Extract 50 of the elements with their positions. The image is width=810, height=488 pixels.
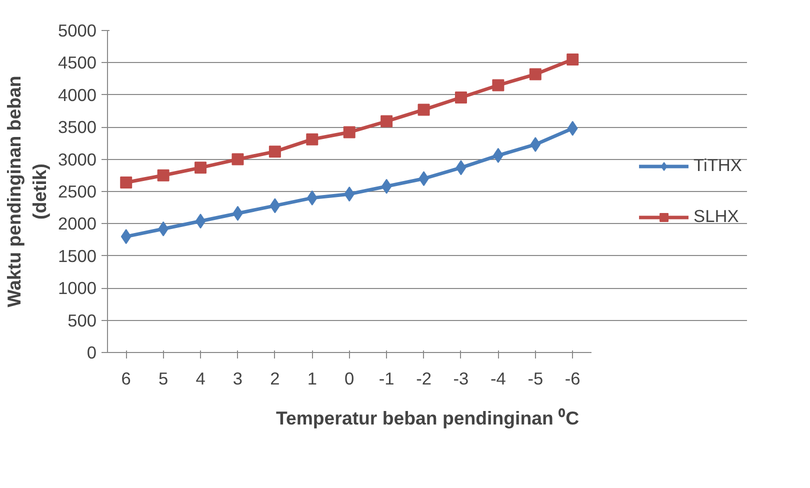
x-tick-label: -6 [564, 368, 580, 388]
point [530, 136, 541, 152]
point [306, 190, 318, 206]
point [566, 53, 579, 66]
y-tick-label: 3000 [58, 149, 97, 170]
point [344, 186, 355, 202]
legend-label: SLHX [694, 206, 739, 227]
x-tick-label: -3 [453, 368, 469, 388]
point [380, 115, 393, 128]
x-tick-label: -4 [490, 368, 506, 388]
point [157, 169, 170, 182]
y-tick-label: 2000 [58, 214, 97, 234]
y-tick-label: 2500 [58, 182, 97, 202]
point [454, 91, 467, 104]
y-tick-label: 4500 [58, 52, 97, 73]
point [456, 160, 466, 176]
point [492, 79, 504, 92]
point [268, 146, 281, 158]
point [381, 178, 392, 194]
x-tick-label: -1 [378, 368, 394, 388]
x-tick-label: 3 [232, 368, 243, 388]
x-tick-label: 2 [270, 368, 280, 388]
point [195, 214, 206, 229]
point [418, 104, 430, 116]
x-tick-label: -2 [416, 368, 432, 388]
y-tick-label: 1000 [58, 278, 97, 298]
y-tick-label: 4000 [58, 84, 97, 105]
x-tick-label: 0 [344, 368, 354, 388]
y-tick-label: 1500 [58, 246, 97, 266]
y-tick-label: 5000 [58, 20, 97, 40]
point [567, 120, 578, 136]
point [270, 198, 280, 214]
legend-label: TiTHX [694, 155, 742, 176]
point [232, 153, 244, 166]
point [120, 229, 132, 244]
y-tick-label: 3500 [58, 117, 97, 138]
point [120, 176, 132, 188]
point [529, 68, 542, 80]
point [343, 126, 356, 138]
point [194, 162, 207, 174]
x-tick-label: 6 [121, 368, 131, 388]
y-tick-label: 500 [68, 310, 97, 330]
y-axis-title: Waktu pendinginan beban (detik) [4, 76, 50, 308]
x-tick-label: 1 [307, 368, 317, 388]
point [306, 133, 318, 146]
x-tick-label: 4 [196, 368, 206, 388]
x-tick-label: -5 [528, 368, 544, 388]
y-tick-label: 0 [86, 342, 97, 362]
x-axis-title: Temperatur beban pendinginan ⁰C [276, 408, 580, 428]
x-tick-label: 5 [158, 368, 168, 388]
